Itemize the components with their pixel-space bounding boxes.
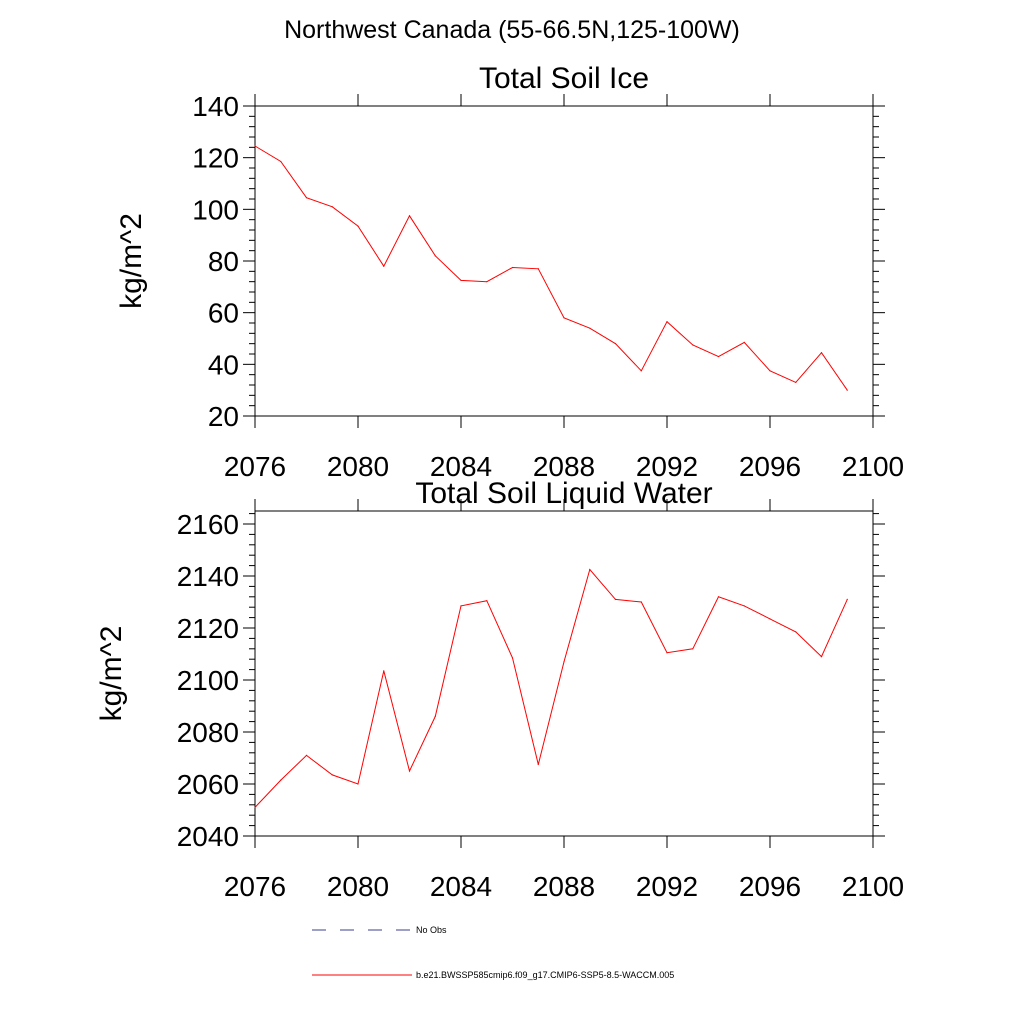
- data-point: [383, 670, 385, 672]
- panel-title: Total Soil Ice: [479, 62, 649, 95]
- x-tick-label: 2088: [533, 871, 595, 902]
- y-tick-label: 2160: [177, 509, 239, 540]
- data-point: [460, 605, 462, 607]
- y-tick-label: 20: [208, 401, 239, 432]
- data-point: [486, 281, 488, 283]
- data-point: [280, 779, 282, 781]
- x-tick-label: 2076: [224, 871, 286, 902]
- x-tick-label: 2100: [842, 871, 904, 902]
- data-point: [666, 321, 668, 323]
- data-point: [769, 370, 771, 372]
- panel-total-soil-liquid-water: Total Soil Liquid Waterkg/m^220402060208…: [95, 477, 904, 902]
- data-point: [692, 344, 694, 346]
- x-tick-label: 2084: [430, 451, 492, 482]
- data-point: [820, 656, 823, 658]
- y-tick-label: 2120: [177, 613, 239, 644]
- x-tick-label: 2076: [224, 451, 286, 482]
- data-point: [795, 631, 797, 633]
- data-point: [563, 317, 565, 319]
- x-tick-label: 2092: [636, 871, 698, 902]
- plot-frame: [254, 105, 874, 417]
- y-tick-label: 140: [192, 91, 239, 122]
- data-point: [692, 648, 694, 650]
- y-tick-label: 80: [208, 246, 239, 277]
- x-tick-label: 2080: [327, 871, 389, 902]
- data-point: [743, 605, 745, 607]
- series-line-0: [254, 145, 848, 391]
- x-tick-label: 2088: [533, 451, 595, 482]
- data-point: [408, 215, 411, 217]
- plot-frame: [254, 510, 874, 837]
- x-tick-label: 2100: [842, 451, 904, 482]
- data-point: [743, 341, 745, 343]
- y-tick-label: 100: [192, 194, 239, 225]
- data-point: [769, 618, 771, 620]
- data-point: [434, 715, 436, 718]
- y-tick-label: 120: [192, 143, 239, 174]
- data-point: [486, 600, 488, 602]
- data-point: [640, 601, 642, 603]
- data-point: [460, 279, 462, 281]
- data-point: [511, 266, 514, 269]
- legend: No Obs b.e21.BWSSP585cmip6.f09_g17.CMIP6…: [312, 925, 674, 980]
- y-tick-label: 40: [208, 349, 239, 380]
- figure-title: Northwest Canada (55-66.5N,125-100W): [284, 16, 740, 44]
- y-tick-label: 2140: [177, 561, 239, 592]
- data-point: [563, 661, 565, 663]
- y-axis-label: kg/m^2: [115, 213, 148, 309]
- x-tick-label: 2096: [739, 451, 801, 482]
- x-tick-label: 2092: [636, 451, 698, 482]
- y-tick-label: 60: [208, 298, 239, 329]
- data-point: [589, 568, 591, 571]
- data-point: [537, 763, 539, 766]
- data-point: [589, 327, 591, 329]
- y-tick-label: 2060: [177, 769, 239, 800]
- series-line-0: [254, 568, 848, 808]
- data-point: [846, 598, 848, 601]
- y-tick-label: 2100: [177, 665, 239, 696]
- x-tick-label: 2096: [739, 871, 801, 902]
- y-tick-label: 2080: [177, 717, 239, 748]
- data-point: [408, 770, 411, 772]
- data-point: [820, 352, 823, 354]
- data-point: [254, 145, 256, 147]
- data-point: [305, 754, 308, 757]
- panel-total-soil-ice: Total Soil Ice kg/m^2 20 40 60 80 100 120 140 207…: [115, 62, 904, 482]
- data-point: [846, 389, 848, 391]
- data-point: [305, 197, 308, 199]
- legend-label-no-obs: No Obs: [416, 925, 447, 935]
- data-point: [666, 652, 668, 654]
- data-point: [383, 265, 385, 267]
- data-point: [614, 598, 617, 601]
- data-point: [795, 381, 797, 384]
- data-point: [537, 268, 539, 270]
- y-tick-label: 2040: [177, 821, 239, 852]
- data-point: [280, 160, 282, 163]
- data-point: [357, 783, 359, 785]
- data-point: [717, 355, 720, 358]
- data-point: [717, 596, 720, 598]
- y-axis-label: kg/m^2: [95, 626, 128, 722]
- data-point: [357, 225, 359, 227]
- data-point: [511, 657, 514, 659]
- data-point: [434, 255, 436, 257]
- data-point: [254, 806, 256, 809]
- data-point: [640, 370, 642, 372]
- data-point: [331, 206, 333, 208]
- data-point: [614, 343, 617, 345]
- x-tick-label: 2084: [430, 871, 492, 902]
- legend-label-model: b.e21.BWSSP585cmip6.f09_g17.CMIP6-SSP5-8…: [416, 970, 674, 980]
- x-tick-label: 2080: [327, 451, 389, 482]
- data-point: [331, 774, 333, 776]
